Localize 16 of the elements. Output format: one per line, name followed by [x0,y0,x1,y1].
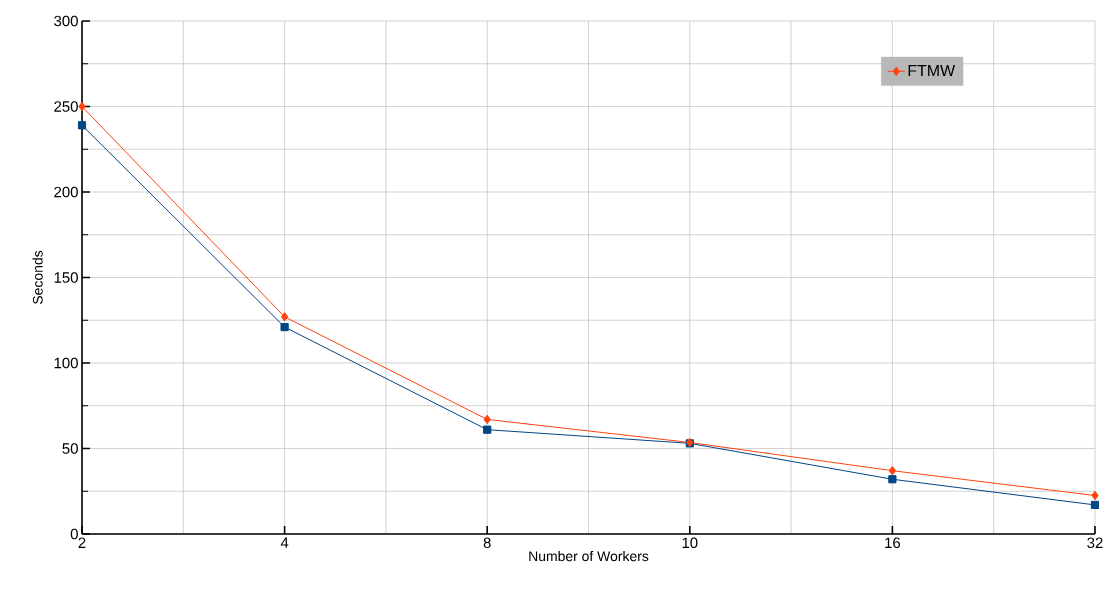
y-tick-label: 150 [54,272,78,283]
y-tick-label: 50 [62,443,78,454]
x-tick-label: 16 [885,537,901,549]
y-tick-label: 300 [54,15,78,27]
y-tick-label: 200 [54,186,78,198]
y-tick-label: 100 [54,357,78,369]
y-tick-label: 0 [70,528,78,540]
y-tick-label: 250 [54,101,78,112]
x-tick-label: 4 [280,537,289,548]
x-tick-label: 32 [1087,537,1103,549]
x-tick-label: 10 [682,537,698,549]
x-tick-label: 8 [483,537,491,549]
x-axis-title: Number of Workers [529,550,649,562]
legend-label: FTMW [908,65,956,77]
y-axis-title: Seconds [32,250,43,304]
x-tick-label: 2 [78,537,86,548]
